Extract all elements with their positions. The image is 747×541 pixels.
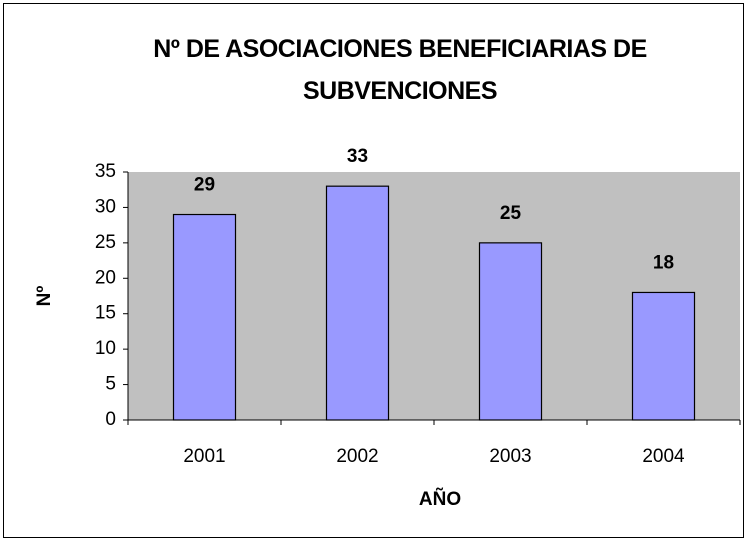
data-label: 29 [194, 175, 215, 196]
chart-title: Nº DE ASOCIACIONES BENEFICIARIAS DE SUBV… [153, 35, 647, 105]
y-axis-label: Nº [34, 286, 55, 307]
y-tick-label: 0 [105, 409, 116, 430]
bar [172, 213, 237, 421]
data-label: 25 [500, 203, 522, 224]
y-tick-label: 20 [95, 267, 116, 288]
y-tick-label: 35 [95, 161, 116, 182]
x-axis-label: AÑO [419, 488, 461, 510]
y-tick-label: 5 [105, 374, 116, 395]
bar [478, 242, 543, 421]
y-tick-label: 30 [95, 196, 116, 217]
y-tick-label: 10 [95, 338, 116, 359]
x-tick-label: 2002 [336, 446, 378, 467]
x-tick-label: 2004 [642, 446, 685, 467]
bar [631, 291, 696, 421]
bar [325, 185, 390, 421]
y-tick-label: 25 [95, 232, 116, 253]
x-tick-label: 2001 [183, 446, 225, 467]
data-label: 18 [653, 252, 674, 273]
x-tick-label: 2003 [489, 446, 531, 467]
y-tick-label: 15 [95, 303, 116, 324]
data-label: 33 [347, 146, 368, 167]
